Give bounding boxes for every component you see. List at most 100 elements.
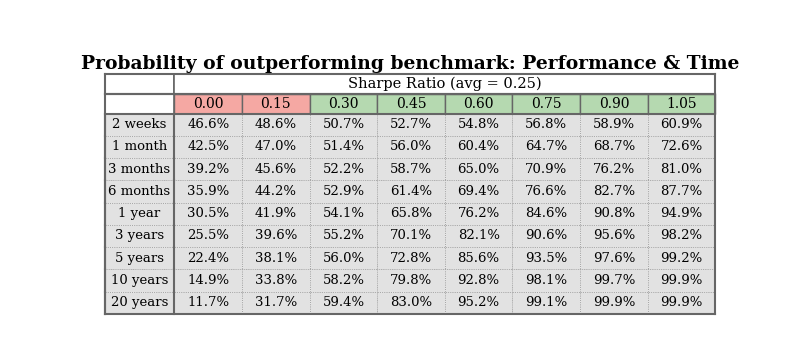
Bar — [174, 158, 242, 180]
Text: 55.2%: 55.2% — [322, 229, 365, 242]
Bar — [648, 203, 715, 225]
Text: 94.9%: 94.9% — [661, 207, 702, 220]
Bar — [174, 247, 242, 269]
Bar — [174, 180, 242, 203]
Text: 58.2%: 58.2% — [322, 274, 365, 287]
Bar — [648, 136, 715, 158]
Text: 56.8%: 56.8% — [526, 118, 567, 131]
Text: 20 years: 20 years — [111, 296, 168, 309]
Bar — [580, 158, 648, 180]
Text: 48.6%: 48.6% — [254, 118, 297, 131]
Text: 46.6%: 46.6% — [187, 118, 230, 131]
Bar — [105, 269, 174, 292]
Bar — [378, 158, 445, 180]
Bar — [580, 247, 648, 269]
Bar — [378, 136, 445, 158]
Bar — [580, 94, 648, 114]
Bar — [242, 94, 310, 114]
Text: 87.7%: 87.7% — [661, 185, 702, 198]
Bar — [648, 269, 715, 292]
Bar — [580, 292, 648, 314]
Text: 99.7%: 99.7% — [593, 274, 635, 287]
Bar — [242, 225, 310, 247]
Text: 5 years: 5 years — [115, 252, 164, 265]
Text: 99.9%: 99.9% — [660, 274, 702, 287]
Text: 76.2%: 76.2% — [458, 207, 500, 220]
Text: 70.1%: 70.1% — [390, 229, 432, 242]
Text: 76.2%: 76.2% — [593, 163, 635, 176]
Text: 1.05: 1.05 — [666, 96, 697, 111]
Bar — [105, 180, 174, 203]
Text: 95.2%: 95.2% — [458, 296, 500, 309]
Text: 72.6%: 72.6% — [661, 140, 702, 153]
Text: 65.8%: 65.8% — [390, 207, 432, 220]
Bar — [310, 247, 378, 269]
Text: 84.6%: 84.6% — [526, 207, 567, 220]
Text: 44.2%: 44.2% — [255, 185, 297, 198]
Bar — [310, 225, 378, 247]
Text: 0.45: 0.45 — [396, 96, 426, 111]
Text: 90.6%: 90.6% — [525, 229, 567, 242]
Text: 33.8%: 33.8% — [254, 274, 297, 287]
Bar — [105, 158, 174, 180]
Text: 99.1%: 99.1% — [525, 296, 567, 309]
Text: 58.7%: 58.7% — [390, 163, 432, 176]
Bar — [580, 269, 648, 292]
Bar — [105, 94, 174, 114]
Text: 79.8%: 79.8% — [390, 274, 432, 287]
Text: 54.1%: 54.1% — [322, 207, 365, 220]
Bar — [580, 136, 648, 158]
Bar — [445, 158, 513, 180]
Bar — [242, 180, 310, 203]
Bar — [310, 158, 378, 180]
Bar — [105, 136, 174, 158]
Bar — [648, 292, 715, 314]
Bar — [445, 292, 513, 314]
Bar — [174, 203, 242, 225]
Bar — [310, 94, 378, 114]
Text: 3 years: 3 years — [115, 229, 164, 242]
Bar — [242, 247, 310, 269]
Text: 99.9%: 99.9% — [660, 296, 702, 309]
Bar — [580, 225, 648, 247]
Text: 2 weeks: 2 weeks — [112, 118, 166, 131]
Text: 64.7%: 64.7% — [525, 140, 567, 153]
Bar — [378, 225, 445, 247]
Bar — [174, 74, 715, 94]
Text: 10 years: 10 years — [111, 274, 168, 287]
Bar — [648, 94, 715, 114]
Bar — [242, 158, 310, 180]
Bar — [513, 269, 580, 292]
Bar — [105, 247, 174, 269]
Text: 56.0%: 56.0% — [322, 252, 365, 265]
Text: 52.7%: 52.7% — [390, 118, 432, 131]
Bar — [378, 94, 445, 114]
Text: 59.4%: 59.4% — [322, 296, 365, 309]
Text: 56.0%: 56.0% — [390, 140, 432, 153]
Text: 85.6%: 85.6% — [458, 252, 500, 265]
Bar — [648, 180, 715, 203]
Bar — [310, 292, 378, 314]
Bar — [445, 247, 513, 269]
Text: 45.6%: 45.6% — [254, 163, 297, 176]
Bar — [310, 203, 378, 225]
Bar — [445, 114, 513, 136]
Text: 14.9%: 14.9% — [187, 274, 230, 287]
Bar — [445, 269, 513, 292]
Bar — [310, 180, 378, 203]
Text: 82.1%: 82.1% — [458, 229, 500, 242]
Bar — [445, 180, 513, 203]
Text: 50.7%: 50.7% — [322, 118, 365, 131]
Bar — [174, 269, 242, 292]
Text: 98.2%: 98.2% — [661, 229, 702, 242]
Bar — [445, 136, 513, 158]
Bar — [242, 269, 310, 292]
Bar — [513, 158, 580, 180]
Bar — [378, 292, 445, 314]
Text: 51.4%: 51.4% — [322, 140, 365, 153]
Text: 60.9%: 60.9% — [661, 118, 702, 131]
Text: Sharpe Ratio (avg = 0.25): Sharpe Ratio (avg = 0.25) — [348, 76, 542, 91]
Bar — [378, 269, 445, 292]
Bar — [242, 114, 310, 136]
Text: 39.6%: 39.6% — [254, 229, 297, 242]
